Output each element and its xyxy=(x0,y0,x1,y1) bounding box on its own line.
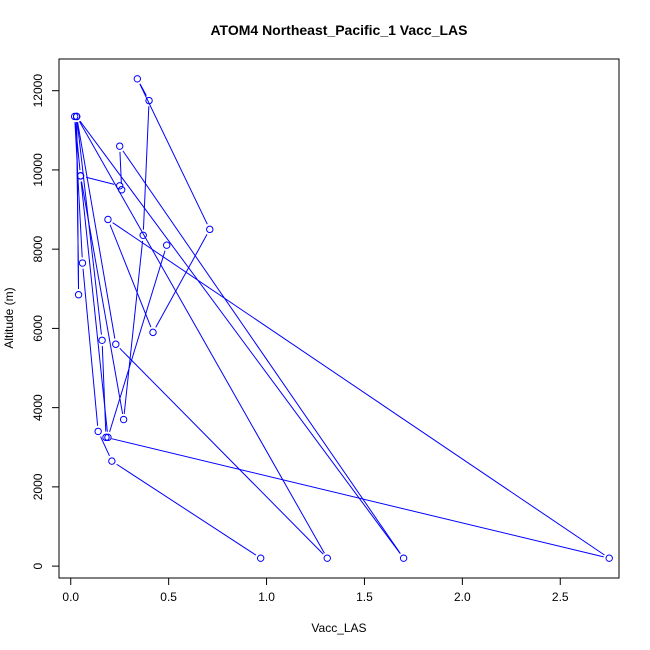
series-line-segment xyxy=(139,83,208,225)
x-tick-label: 2.0 xyxy=(454,590,471,604)
data-point xyxy=(145,96,153,105)
data-point xyxy=(133,75,142,83)
y-tick-label: 8000 xyxy=(31,235,45,262)
series-points xyxy=(70,75,613,562)
y-tick-label: 6000 xyxy=(31,315,45,342)
series-line-segment xyxy=(119,151,122,185)
series-line-segment xyxy=(111,438,604,558)
x-axis: 0.0 0.5 1.0 1.5 2.0 2.5 xyxy=(62,577,569,604)
data-point xyxy=(102,433,110,442)
data-point xyxy=(149,328,157,337)
data-point xyxy=(112,340,120,348)
data-point xyxy=(119,415,128,424)
data-point xyxy=(104,433,112,442)
x-tick-label: 0.5 xyxy=(160,590,177,604)
data-point xyxy=(399,554,408,562)
series-line-segment xyxy=(109,250,166,433)
series-line-segment xyxy=(142,106,150,230)
series-line-segment xyxy=(112,222,605,556)
data-point xyxy=(117,186,126,194)
y-tick-label: 0 xyxy=(31,562,45,569)
data-point xyxy=(605,554,613,562)
series-line-segment xyxy=(81,181,124,414)
y-axis-label: Altitude (m) xyxy=(2,287,16,348)
data-point xyxy=(104,215,112,224)
series-line-segment xyxy=(74,122,83,258)
series-lines xyxy=(74,83,605,558)
series-line-segment xyxy=(122,150,401,554)
chart-title: ATOM4 Northeast_Pacific_1 Vacc_LAS xyxy=(210,22,467,38)
data-point xyxy=(116,182,124,190)
x-tick-label: 1.5 xyxy=(356,590,373,604)
y-tick-label: 10000 xyxy=(31,153,45,187)
series-line-segment xyxy=(116,463,257,556)
data-point xyxy=(72,112,81,121)
data-point xyxy=(256,554,265,562)
data-point xyxy=(98,336,106,344)
series-line-segment xyxy=(100,436,110,457)
y-tick-label: 2000 xyxy=(31,473,45,500)
data-point xyxy=(94,427,102,436)
data-point xyxy=(108,457,116,465)
series-line-segment xyxy=(77,121,116,339)
data-point xyxy=(70,112,79,121)
series-line-segment xyxy=(74,122,81,171)
series-line-segment xyxy=(139,83,147,96)
data-point xyxy=(78,259,87,267)
series-line-segment xyxy=(109,224,152,328)
y-tick-label: 4000 xyxy=(31,394,45,421)
series-line-segment xyxy=(80,181,108,432)
data-point xyxy=(116,142,124,150)
series-line-segment xyxy=(79,120,401,554)
data-point xyxy=(139,231,147,240)
series-line-segment xyxy=(119,347,324,555)
x-tick-label: 1.0 xyxy=(258,590,275,604)
x-tick-label: 2.5 xyxy=(552,590,569,604)
y-tick-label: 12000 xyxy=(31,74,45,108)
y-axis: 0 2000 4000 6000 8000 10000 12000 xyxy=(31,74,60,569)
data-point xyxy=(162,241,171,249)
x-tick-label: 0.0 xyxy=(62,590,79,604)
data-point xyxy=(323,554,331,562)
data-point xyxy=(76,172,85,180)
series-line-segment xyxy=(155,234,208,328)
x-axis-label: Vacc_LAS xyxy=(311,621,366,635)
data-point xyxy=(74,291,83,299)
series-line-segment xyxy=(79,121,325,554)
series-line-segment xyxy=(82,268,99,426)
series-line-segment xyxy=(85,176,115,185)
series-line-segment xyxy=(76,122,80,290)
data-point xyxy=(206,225,214,234)
series-line-segment xyxy=(101,345,107,432)
series-line-segment xyxy=(123,240,144,414)
